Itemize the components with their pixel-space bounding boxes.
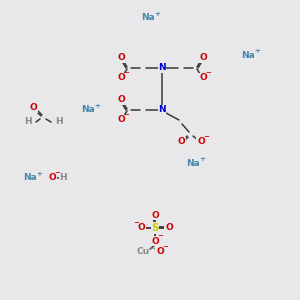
Text: O: O xyxy=(29,103,37,112)
Text: O: O xyxy=(199,74,207,82)
Text: +: + xyxy=(36,171,42,177)
Text: N: N xyxy=(158,106,166,115)
Text: Na: Na xyxy=(141,14,155,22)
Text: O: O xyxy=(48,173,56,182)
Text: Na: Na xyxy=(23,173,37,182)
Text: +: + xyxy=(94,103,100,109)
Text: +: + xyxy=(199,156,205,162)
Text: −: − xyxy=(54,170,60,176)
Text: O: O xyxy=(177,137,185,146)
Text: O: O xyxy=(117,116,125,124)
Text: −: − xyxy=(205,70,211,76)
Text: O: O xyxy=(156,248,164,256)
Text: H: H xyxy=(55,118,63,127)
Text: O: O xyxy=(137,224,145,232)
Text: −: − xyxy=(133,220,139,226)
Text: ++: ++ xyxy=(148,245,158,250)
Text: O: O xyxy=(117,74,125,82)
Text: −: − xyxy=(123,112,129,118)
Text: Na: Na xyxy=(186,158,200,167)
Text: O: O xyxy=(117,95,125,104)
Text: O: O xyxy=(151,236,159,245)
Text: −: − xyxy=(203,134,209,140)
Text: S: S xyxy=(151,223,159,233)
Text: Na: Na xyxy=(241,50,255,59)
Text: H: H xyxy=(59,173,67,182)
Text: O: O xyxy=(197,137,205,146)
Text: O: O xyxy=(117,53,125,62)
Text: −: − xyxy=(123,70,129,76)
Text: +: + xyxy=(154,11,160,17)
Text: −: − xyxy=(162,244,168,250)
Text: H: H xyxy=(24,118,32,127)
Text: Cu: Cu xyxy=(136,248,150,256)
Text: Na: Na xyxy=(81,106,95,115)
Text: O: O xyxy=(151,211,159,220)
Text: O: O xyxy=(165,224,173,232)
Text: −: − xyxy=(157,233,163,239)
Text: +: + xyxy=(254,48,260,54)
Text: O: O xyxy=(199,53,207,62)
Text: N: N xyxy=(158,64,166,73)
